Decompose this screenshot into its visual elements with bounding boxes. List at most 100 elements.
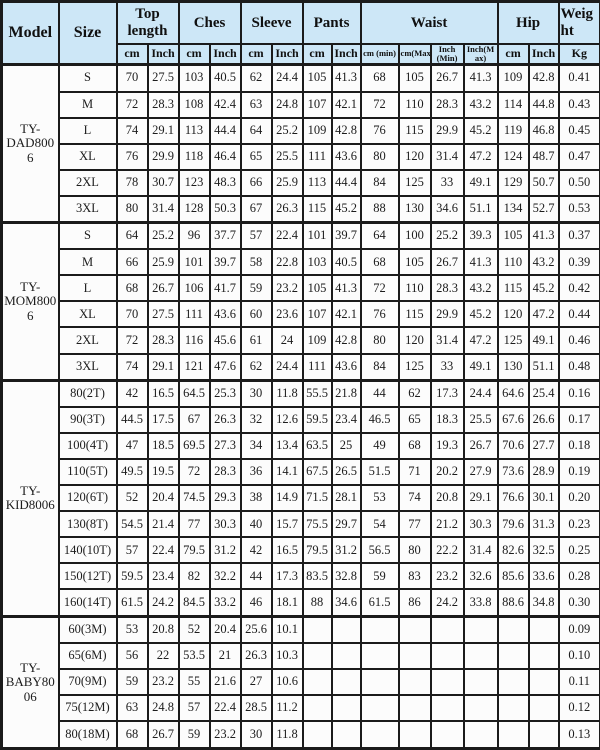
size-cell: M [57,90,118,119]
value-cell: 25.5 [462,406,499,435]
value-cell: 43.6 [330,352,362,382]
table-row: 160(14T) 61.5 24.2 84.5 33.2 46 18.1 88 34.6 61.5… [2,588,600,618]
value-cell: 37.7 [208,221,242,251]
value-cell: 76 [115,142,149,171]
subheader-sleeve-inch: Inch [270,42,304,66]
value-cell: 82 [177,562,211,591]
value-cell: 74 [397,484,432,513]
value-cell: 26.3 [270,194,304,224]
value-cell: 68 [115,720,149,750]
value-cell: 78 [115,168,149,197]
value-cell: 29.7 [330,510,362,539]
value-cell: 105 [397,248,432,277]
value-cell: 17.3 [429,378,465,409]
value-cell: 43.6 [208,300,242,329]
size-cell: 70(9M) [57,668,118,697]
value-cell: 125 [496,326,530,355]
value-cell: 31.4 [429,326,465,355]
value-cell: 41.3 [330,63,362,93]
size-cell: 3XL [57,194,118,224]
value-cell: 40 [239,510,273,539]
value-cell: 29.9 [429,300,465,329]
value-cell: 0.18 [557,432,600,461]
table-row: 3XL 74 29.1 121 47.6 62 24.4 111 43.6 84 125 33 49.1… [2,352,600,382]
value-cell: 25.2 [429,221,465,251]
value-cell: 29.9 [146,142,180,171]
value-cell: 113 [301,168,333,197]
value-cell: 106 [177,274,211,303]
value-cell: 26.7 [462,432,499,461]
value-cell: 23.4 [330,406,362,435]
value-cell [527,720,560,750]
value-cell: 21 [208,642,242,671]
size-cell: 140(10T) [57,536,118,565]
value-cell: 29.1 [146,116,180,145]
value-cell: 48.7 [527,142,560,171]
value-cell: 25.9 [270,168,304,197]
table-row: TY-KID8006 80(2T) 42 16.5 64.5 25.3 30 11.8 55.5… [0,378,600,618]
value-cell: 42 [239,536,273,565]
value-cell: 32.8 [330,562,362,591]
value-cell: 80 [397,536,432,565]
value-cell: 108 [177,90,211,119]
value-cell [330,720,362,750]
size-cell: XL [57,300,118,329]
table-row: 65(6M) 56 22 53.5 21 26.3 10.3 0.10 [2,642,600,671]
value-cell: 49 [359,432,400,461]
value-cell [397,668,432,697]
value-cell: 44 [239,562,273,591]
subheader-waist-cm-max: cm(Max) [397,42,432,66]
value-cell: 57 [115,536,149,565]
value-cell: 84.5 [177,588,211,618]
value-cell: 64 [115,221,149,251]
value-cell [301,720,333,750]
value-cell: 115 [397,116,432,145]
size-table-body: TY-DAD8006 S 70 27.5 103 40.5 62 24.4 105 41.3 68 1… [0,63,600,750]
value-cell: 44.5 [115,406,149,435]
value-cell: 0.13 [557,720,600,750]
value-cell: 115 [496,274,530,303]
value-cell: 24.8 [146,694,180,723]
value-cell: 26.7 [146,720,180,750]
value-cell: 125 [397,352,432,382]
value-cell: 29.1 [462,484,499,513]
header-group-top-length: Top length [115,0,180,45]
value-cell: 28.3 [429,90,465,119]
value-cell: 36 [239,458,273,487]
value-cell: 111 [177,300,211,329]
value-cell: 72 [359,274,400,303]
value-cell: 47.2 [462,142,499,171]
value-cell: 39.7 [208,248,242,277]
value-cell: 64.5 [177,378,211,409]
value-cell: 23.4 [146,562,180,591]
value-cell: 22 [146,642,180,671]
value-cell: 23.2 [429,562,465,591]
value-cell: 68 [359,248,400,277]
value-cell: 31.2 [330,536,362,565]
value-cell: 129 [496,168,530,197]
value-cell: 62 [239,352,273,382]
value-cell: 86 [397,588,432,618]
value-cell [397,694,432,723]
header-group-hip: Hip [496,0,560,45]
table-row: 150(12T) 59.5 23.4 82 32.2 44 17.3 83.5 32.8 59 83… [2,562,600,591]
value-cell: 24.4 [270,352,304,382]
value-cell [496,642,530,671]
value-cell: 49.1 [462,168,499,197]
value-cell: 114 [496,90,530,119]
value-cell: 55.5 [301,378,333,409]
value-cell: 38 [239,484,273,513]
value-cell: 30 [239,378,273,409]
size-cell: S [57,63,118,93]
value-cell: 49.1 [527,326,560,355]
value-cell: 26.7 [429,63,465,93]
value-cell: 118 [177,142,211,171]
value-cell: 70 [115,300,149,329]
size-cell: 100(4T) [57,432,118,461]
value-cell: 111 [301,142,333,171]
value-cell: 24.2 [429,588,465,618]
subheader-pants-cm: cm [301,42,333,66]
value-cell: 67 [177,406,211,435]
value-cell: 67.5 [301,458,333,487]
value-cell: 22.4 [208,694,242,723]
